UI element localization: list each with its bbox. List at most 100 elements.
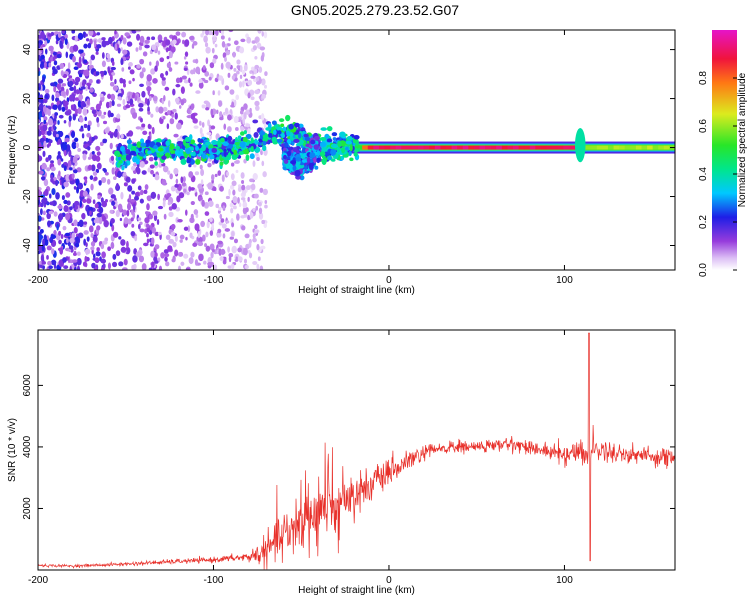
heatmap-noise-blob	[39, 126, 43, 131]
heatmap-noise-blob	[70, 130, 76, 139]
heatmap-noise-blob	[120, 58, 124, 66]
heatmap-noise-blob	[111, 167, 115, 175]
heatmap-noise-blob	[231, 180, 237, 187]
heatmap-noise-blob	[116, 103, 122, 107]
heatmap-noise-blob	[113, 205, 116, 210]
heatmap-noise-blob	[180, 99, 185, 106]
heatmap-noise-blob	[72, 114, 76, 121]
heatmap-noise-blob	[88, 225, 94, 233]
heatmap-noise-blob	[193, 209, 199, 215]
heatmap-carrier-core	[546, 145, 553, 150]
heatmap-noise-blob	[76, 265, 81, 270]
heatmap-noise-blob	[256, 243, 260, 251]
heatmap-transition-blob	[341, 146, 346, 154]
heatmap-noise-blob	[205, 231, 209, 238]
heatmap-noise-blob	[178, 251, 184, 257]
heatmap-noise-blob	[240, 38, 246, 43]
heatmap-noise-blob	[219, 116, 224, 121]
heatmap-branch-blob	[136, 141, 142, 148]
heatmap-noise-blob	[129, 198, 136, 203]
heatmap-noise-blob	[152, 267, 157, 270]
heatmap-noise-blob	[123, 182, 128, 187]
heatmap-noise-blob	[264, 199, 268, 205]
heatmap-noise-blob	[40, 254, 45, 262]
heatmap-noise-blob	[201, 121, 205, 128]
heatmap-carrier-core	[479, 145, 486, 150]
heatmap-noise-blob	[47, 118, 53, 126]
heatmap-noise-blob	[120, 246, 127, 253]
heatmap-noise-blob	[90, 106, 95, 111]
heatmap-carrier-core	[630, 145, 637, 150]
heatmap-noise-blob	[189, 187, 196, 191]
heatmap-noise-blob	[86, 98, 90, 106]
heatmap-noise-blob	[93, 176, 98, 181]
heatmap-noise-blob	[142, 51, 148, 57]
heatmap-transition-blob	[353, 152, 358, 157]
heatmap-noise-blob	[200, 179, 204, 186]
heatmap-noise-blob	[68, 94, 74, 102]
snr-y-tick-label: 6000	[22, 374, 33, 397]
heatmap-carrier-core	[468, 145, 475, 150]
heatmap-branch-blob	[253, 132, 259, 139]
colorbar-tick-label: 0.8	[698, 71, 709, 85]
heatmap-noise-blob	[51, 94, 55, 102]
heatmap-branch-blob	[121, 154, 127, 159]
heatmap-branch-blob	[180, 158, 187, 165]
heatmap-noise-blob	[123, 83, 126, 88]
heatmap-noise-blob	[41, 124, 48, 132]
heatmap-carrier-core	[641, 145, 648, 150]
heatmap-noise-blob	[55, 39, 59, 45]
heatmap-noise-blob	[163, 94, 166, 102]
heatmap-noise-blob	[131, 264, 135, 270]
heatmap-noise-blob	[202, 65, 206, 71]
heatmap-branch-blob	[268, 132, 273, 138]
heatmap-noise-blob	[203, 100, 209, 105]
heatmap-noise-blob	[228, 37, 231, 42]
heatmap-noise-blob	[73, 85, 77, 92]
heatmap-noise-blob	[254, 100, 260, 107]
heatmap-noise-blob	[101, 52, 105, 59]
heatmap-transition-blob	[353, 134, 360, 140]
heatmap-carrier-core	[473, 145, 480, 150]
heatmap-noise-blob	[81, 103, 87, 108]
heatmap-noise-blob	[207, 162, 212, 168]
heatmap-noise-blob	[177, 219, 183, 223]
heatmap-branch-blob	[302, 153, 308, 158]
heatmap-noise-blob	[148, 156, 154, 162]
heatmap-noise-blob	[184, 39, 190, 47]
heatmap-noise-blob	[38, 170, 44, 175]
heatmap-noise-blob	[172, 108, 177, 113]
heatmap-noise-blob	[212, 58, 217, 64]
heatmap-carrier-core	[596, 145, 603, 150]
heatmap-noise-blob	[154, 65, 158, 72]
colorbar-tick-label: 0.6	[698, 119, 709, 133]
heatmap-noise-blob	[63, 205, 69, 212]
heatmap-noise-blob	[158, 265, 163, 270]
heatmap-branch-blob	[125, 154, 132, 161]
heatmap-branch-blob	[273, 129, 277, 135]
heatmap-noise-blob	[262, 188, 268, 196]
heatmap-noise-blob	[71, 141, 77, 150]
heatmap-noise-blob	[162, 165, 169, 173]
heatmap-noise-blob	[110, 218, 115, 224]
heatmap-noise-blob	[237, 186, 242, 192]
heatmap-noise-blob	[44, 94, 48, 100]
heatmap-noise-blob	[168, 211, 174, 218]
heatmap-noise-blob	[174, 183, 179, 188]
heatmap-noise-blob	[264, 71, 268, 76]
heatmap-noise-blob	[90, 241, 96, 247]
heatmap-noise-blob	[243, 103, 248, 110]
heatmap-noise-blob	[55, 192, 60, 200]
heatmap-noise-blob	[77, 32, 84, 40]
heatmap-carrier-core	[378, 145, 386, 150]
heatmap-branch-blob	[249, 153, 255, 160]
heatmap-noise-blob	[64, 100, 69, 106]
heatmap-noise-blob	[181, 182, 187, 187]
heatmap-noise-blob	[94, 257, 100, 264]
heatmap-carrier-core	[663, 145, 670, 150]
heatmap-noise-blob	[224, 43, 228, 49]
heatmap-noise-blob	[131, 190, 136, 195]
heatmap-branch-blob	[185, 142, 190, 149]
heatmap-noise-blob	[47, 109, 51, 117]
